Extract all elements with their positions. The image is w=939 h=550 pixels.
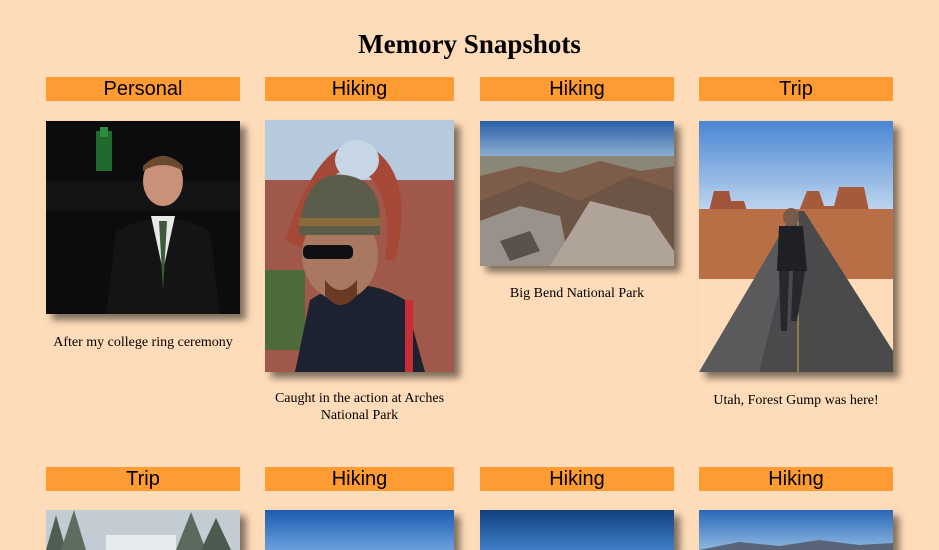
blue-sky-photo[interactable] [265, 510, 454, 550]
desert-mountain-vista-photo[interactable] [480, 121, 674, 266]
snapshot-card: Trip Utah, Forest Gump was here! [699, 77, 893, 422]
photo-caption: After my college ring ceremony [53, 335, 233, 350]
category-label: Hiking [480, 77, 674, 101]
category-label: Hiking [699, 467, 893, 491]
snapshot-card: Hiking [699, 467, 893, 550]
photo-caption: Utah, Forest Gump was here! [713, 393, 879, 408]
category-label: Personal [46, 77, 240, 101]
category-label: Hiking [265, 467, 454, 491]
category-label: Hiking [480, 467, 674, 491]
photo-caption: Big Bend National Park [509, 286, 645, 301]
snapshot-card: Personal After my college ring ceremony [46, 77, 240, 357]
snapshot-card: Hiking [480, 467, 674, 550]
blue-sky-photo[interactable] [699, 510, 893, 550]
snapshot-card: Trip [46, 467, 240, 550]
snapshot-card: Hiking Caught in the action at Arches Na… [265, 77, 454, 427]
page-title: Memory Snapshots [358, 29, 581, 60]
snapshot-card: Hiking Big Bend National Park [480, 77, 674, 307]
snowy-forest-photo[interactable] [46, 510, 240, 550]
category-label: Hiking [265, 77, 454, 101]
hiker-under-rock-arch-photo[interactable] [265, 120, 454, 372]
blue-sky-photo[interactable] [480, 510, 674, 550]
runner-on-desert-road-photo[interactable] [699, 121, 893, 372]
category-label: Trip [699, 77, 893, 101]
category-label: Trip [46, 467, 240, 491]
photo-caption: Caught in the action at Arches National … [274, 391, 445, 423]
man-in-suit-at-night-photo[interactable] [46, 121, 240, 314]
snapshot-card: Hiking [265, 467, 454, 550]
